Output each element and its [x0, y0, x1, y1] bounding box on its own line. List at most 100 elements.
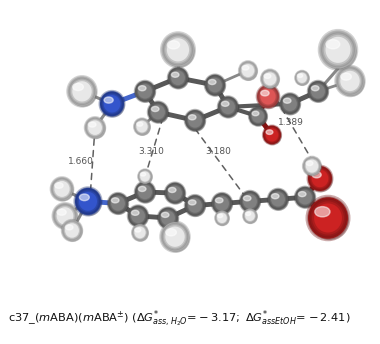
Ellipse shape — [79, 194, 89, 201]
Circle shape — [148, 102, 168, 122]
Ellipse shape — [217, 214, 223, 218]
Text: c37_$(m$ABA$)(m$ABA$^{\pm})$ $(\Delta G^{*}_{ass,H_{2}O}\!=\!-3.17;\;\Delta G^{*: c37_$(m$ABA$)(m$ABA$^{\pm})$ $(\Delta G^… — [8, 308, 350, 329]
Circle shape — [85, 117, 105, 138]
Ellipse shape — [131, 210, 139, 215]
Circle shape — [216, 212, 229, 226]
Circle shape — [167, 185, 185, 204]
Text: 1.660: 1.660 — [68, 157, 94, 166]
Circle shape — [249, 107, 267, 126]
Circle shape — [240, 191, 260, 212]
Ellipse shape — [111, 198, 119, 203]
Circle shape — [130, 208, 148, 227]
Circle shape — [244, 210, 257, 224]
Circle shape — [53, 203, 77, 228]
Circle shape — [305, 159, 321, 176]
Ellipse shape — [138, 186, 146, 192]
Circle shape — [170, 69, 188, 89]
Ellipse shape — [73, 83, 83, 90]
Ellipse shape — [151, 106, 159, 111]
Circle shape — [137, 83, 155, 102]
Ellipse shape — [168, 41, 180, 49]
Ellipse shape — [315, 207, 330, 217]
Circle shape — [110, 195, 128, 214]
Circle shape — [214, 195, 232, 214]
Circle shape — [308, 166, 332, 191]
Circle shape — [168, 67, 188, 88]
Circle shape — [55, 206, 77, 229]
Circle shape — [187, 197, 205, 216]
Circle shape — [68, 77, 96, 106]
Circle shape — [295, 71, 309, 85]
Circle shape — [207, 77, 225, 96]
Ellipse shape — [261, 90, 269, 96]
Circle shape — [308, 81, 328, 102]
Circle shape — [308, 197, 348, 239]
Circle shape — [132, 224, 148, 241]
Circle shape — [137, 184, 155, 203]
Circle shape — [282, 96, 300, 115]
Circle shape — [242, 193, 260, 212]
Ellipse shape — [140, 172, 146, 176]
Circle shape — [158, 208, 178, 228]
Circle shape — [320, 31, 356, 68]
Circle shape — [165, 36, 194, 67]
Ellipse shape — [166, 229, 176, 236]
Circle shape — [261, 69, 279, 88]
Circle shape — [185, 195, 205, 216]
Circle shape — [259, 87, 279, 108]
Ellipse shape — [89, 122, 96, 127]
Circle shape — [212, 193, 232, 214]
Ellipse shape — [57, 209, 66, 215]
Ellipse shape — [326, 40, 340, 49]
Circle shape — [220, 99, 238, 118]
Circle shape — [108, 193, 128, 214]
Circle shape — [218, 97, 238, 117]
Ellipse shape — [135, 228, 141, 232]
Circle shape — [264, 128, 281, 145]
Ellipse shape — [271, 194, 279, 199]
Ellipse shape — [298, 74, 303, 77]
Circle shape — [162, 33, 194, 66]
Circle shape — [268, 189, 288, 210]
Circle shape — [270, 191, 288, 210]
Ellipse shape — [283, 98, 291, 103]
Circle shape — [205, 75, 225, 96]
Ellipse shape — [242, 65, 249, 70]
Circle shape — [128, 205, 148, 226]
Text: 3.310: 3.310 — [138, 147, 164, 155]
Circle shape — [102, 94, 124, 117]
Circle shape — [64, 222, 82, 241]
Ellipse shape — [245, 212, 251, 216]
Ellipse shape — [171, 72, 179, 77]
Circle shape — [62, 220, 82, 241]
Circle shape — [239, 61, 257, 80]
Ellipse shape — [137, 122, 143, 126]
Ellipse shape — [65, 225, 73, 230]
Circle shape — [310, 169, 332, 192]
Circle shape — [310, 83, 328, 102]
Ellipse shape — [341, 73, 352, 80]
Circle shape — [297, 189, 315, 208]
Circle shape — [139, 171, 152, 184]
Ellipse shape — [55, 183, 63, 188]
Circle shape — [280, 94, 300, 114]
Ellipse shape — [104, 97, 113, 103]
Ellipse shape — [138, 86, 146, 91]
Circle shape — [135, 81, 155, 102]
Circle shape — [243, 209, 257, 223]
Circle shape — [134, 118, 150, 135]
Ellipse shape — [168, 187, 176, 193]
Circle shape — [295, 187, 315, 208]
Circle shape — [100, 92, 124, 116]
Ellipse shape — [162, 212, 169, 217]
Circle shape — [133, 226, 148, 241]
Text: 1.389: 1.389 — [278, 118, 304, 127]
Ellipse shape — [312, 172, 321, 178]
Ellipse shape — [266, 130, 273, 135]
Circle shape — [215, 211, 229, 225]
Circle shape — [263, 72, 279, 89]
Ellipse shape — [264, 74, 271, 78]
Ellipse shape — [252, 111, 259, 116]
Circle shape — [263, 126, 281, 144]
Circle shape — [336, 66, 364, 96]
